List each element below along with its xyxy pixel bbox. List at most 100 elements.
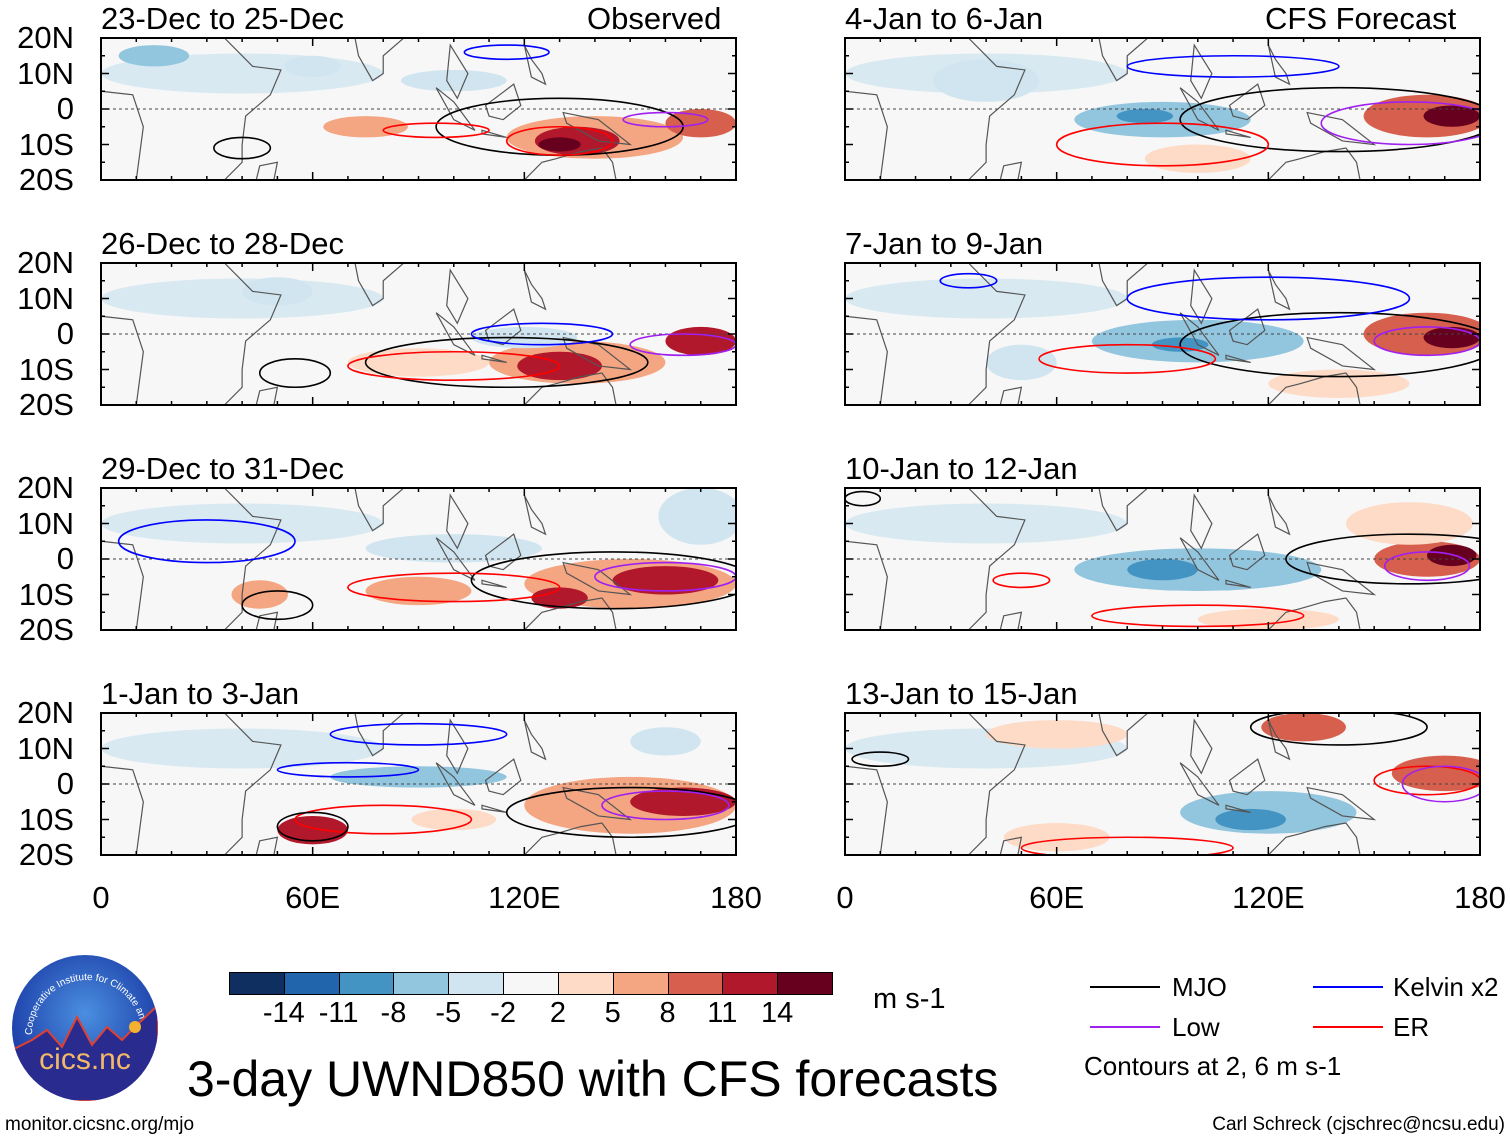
colorbar-swatch <box>612 972 670 995</box>
colorbar-swatch <box>777 972 834 995</box>
panel-title: 29-Dec to 31-Dec <box>101 451 344 486</box>
coastline <box>1228 533 1266 571</box>
forecast-label: CFS Forecast <box>1265 1 1457 36</box>
logo-text: cics.nc <box>39 1043 131 1076</box>
coastline <box>255 161 279 180</box>
contour-k <box>364 336 649 389</box>
contour-r <box>347 350 561 381</box>
colorbar-swatch <box>393 972 450 995</box>
anomaly-shade <box>1215 808 1286 831</box>
coastline <box>1098 713 1149 757</box>
lon-label: 0 <box>836 880 854 915</box>
anomaly-shade <box>330 766 507 788</box>
coastline <box>1225 579 1251 588</box>
coastline <box>1306 786 1377 821</box>
coastline <box>101 713 282 855</box>
coastline <box>435 312 476 356</box>
panel-title: 1-Jan to 3-Jan <box>101 676 300 711</box>
anomaly-shade <box>365 576 472 606</box>
colorbar-label: 14 <box>761 997 794 1029</box>
anomaly-shade <box>1423 326 1480 349</box>
anomaly-shade <box>101 728 384 769</box>
anomaly-shade <box>1423 105 1480 127</box>
map-panel <box>844 262 1481 406</box>
map-panel <box>100 262 737 406</box>
anomaly-shade <box>538 137 581 152</box>
panel-title: 26-Dec to 28-Dec <box>101 226 344 261</box>
anomaly-shade <box>277 815 348 845</box>
coastline <box>1098 488 1149 532</box>
contour-k <box>505 786 736 839</box>
contour-k <box>470 551 736 610</box>
colorbar-swatch <box>338 972 395 995</box>
coastline <box>845 38 1026 180</box>
coastline <box>1306 336 1377 371</box>
lat-label: 10N <box>17 280 74 316</box>
anomaly-shade <box>630 727 701 756</box>
contour-r <box>1020 836 1234 855</box>
colorbar-swatch <box>667 972 724 995</box>
contour-k <box>1179 311 1480 378</box>
anomaly-shade <box>845 278 1128 319</box>
coastline <box>1190 718 1213 775</box>
contour-b <box>470 322 614 346</box>
lat-label: 20S <box>18 387 74 422</box>
contour-k <box>241 590 314 621</box>
figure-title: 3-day UWND850 with CFS forecasts <box>187 1051 999 1107</box>
colorbar-swatch <box>557 972 615 995</box>
anomaly-shade <box>1427 544 1477 567</box>
contour-k <box>213 136 272 160</box>
anomaly-shade <box>323 116 408 138</box>
coastline <box>1267 494 1291 536</box>
coastline <box>1228 83 1266 121</box>
lat-label: 20N <box>17 695 74 730</box>
coastline <box>435 762 476 806</box>
map-panel <box>844 37 1481 181</box>
map-panel <box>100 37 737 181</box>
contour-p <box>1320 101 1480 146</box>
lon-label: 60E <box>1029 880 1085 915</box>
coastline <box>999 611 1023 630</box>
coastline <box>523 822 617 855</box>
coastline <box>1190 268 1213 325</box>
coastline <box>1190 43 1213 100</box>
anomaly-shade <box>101 278 384 319</box>
contour-b <box>329 722 508 746</box>
coastline <box>446 268 469 325</box>
anomaly-shade <box>101 503 384 544</box>
coastline <box>523 719 547 761</box>
contour-k <box>276 811 349 842</box>
footer-url: monitor.cicsnc.org/mjo <box>5 1114 195 1135</box>
contour-k <box>845 490 882 507</box>
contour-k <box>1285 533 1480 585</box>
legend-line-kelvin <box>1313 986 1383 988</box>
contour-r <box>294 804 473 835</box>
colorbar-label: 8 <box>659 997 676 1029</box>
colorbar-swatch <box>229 972 286 995</box>
coastline <box>481 804 507 813</box>
coastline <box>1267 719 1291 761</box>
coastline <box>255 611 279 630</box>
contour-r <box>1055 122 1270 167</box>
anomaly-shade <box>365 534 542 563</box>
map-panel <box>100 487 737 631</box>
contour-b <box>939 272 998 289</box>
footer-credit: Carl Schreck (cjschrec@ncsu.edu) <box>1212 1114 1505 1135</box>
coastline <box>1190 493 1213 550</box>
contour-p <box>1383 551 1471 582</box>
anomaly-shade <box>1144 144 1251 173</box>
coastline <box>484 758 522 796</box>
coastline <box>562 336 633 371</box>
coastline <box>481 129 507 138</box>
coastline <box>446 43 469 100</box>
colorbar-label: 5 <box>604 997 621 1029</box>
contour-note: Contours at 2, 6 m s-1 <box>1084 1051 1342 1081</box>
lon-label: 180 <box>1454 880 1506 915</box>
coastline <box>1098 38 1149 82</box>
colorbar-swatch <box>722 972 779 995</box>
coastline <box>1306 111 1377 146</box>
panel-title: 23-Dec to 25-Dec <box>101 1 344 36</box>
coastline <box>523 494 547 536</box>
coastline <box>435 537 476 581</box>
coastline <box>446 493 469 550</box>
